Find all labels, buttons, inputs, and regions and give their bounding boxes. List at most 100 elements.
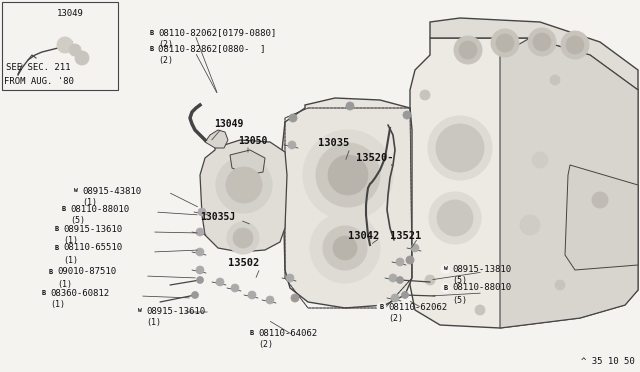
Circle shape [411, 244, 419, 252]
Circle shape [75, 51, 89, 65]
Text: 08110-88010: 08110-88010 [452, 283, 511, 292]
Circle shape [346, 102, 354, 110]
Circle shape [216, 157, 272, 213]
Text: 08110-62062: 08110-62062 [388, 302, 447, 311]
Text: 13521: 13521 [390, 231, 421, 241]
Polygon shape [500, 38, 638, 328]
Circle shape [196, 228, 204, 236]
Text: 13035J: 13035J [200, 212, 236, 222]
Circle shape [550, 75, 560, 85]
Text: 09010-87510: 09010-87510 [57, 267, 116, 276]
Text: 08915-13610: 08915-13610 [146, 307, 205, 315]
Text: ^ 35 10 50: ^ 35 10 50 [581, 357, 635, 366]
Text: 08915-43810: 08915-43810 [82, 186, 141, 196]
Circle shape [147, 45, 156, 54]
Text: 13049: 13049 [214, 119, 243, 129]
Circle shape [57, 37, 73, 53]
Polygon shape [205, 130, 228, 148]
Circle shape [406, 256, 414, 264]
Text: 08915-13810: 08915-13810 [452, 264, 511, 273]
Circle shape [436, 124, 484, 172]
Text: 13042: 13042 [348, 231, 380, 241]
Text: 13502: 13502 [228, 258, 259, 268]
Circle shape [231, 284, 239, 292]
Circle shape [389, 274, 397, 282]
Text: (1): (1) [57, 279, 72, 289]
Polygon shape [565, 165, 638, 270]
Circle shape [289, 114, 297, 122]
Polygon shape [200, 140, 287, 252]
Text: (5): (5) [452, 276, 467, 285]
Polygon shape [230, 150, 265, 175]
Circle shape [135, 307, 144, 315]
Circle shape [196, 248, 204, 256]
Text: W: W [138, 308, 141, 314]
Circle shape [396, 258, 404, 266]
Text: SEE SEC. 211: SEE SEC. 211 [6, 64, 70, 73]
Circle shape [52, 244, 61, 253]
Text: (1): (1) [146, 318, 161, 327]
Circle shape [288, 141, 296, 149]
Circle shape [303, 130, 393, 220]
Circle shape [39, 289, 48, 298]
Circle shape [216, 278, 224, 286]
Text: 08110-82862[0880-  ]: 08110-82862[0880- ] [158, 45, 266, 54]
Circle shape [475, 305, 485, 315]
Circle shape [397, 276, 403, 283]
Circle shape [69, 44, 81, 56]
Circle shape [198, 208, 206, 216]
Circle shape [496, 34, 514, 52]
Circle shape [532, 152, 548, 168]
Circle shape [441, 264, 450, 273]
Circle shape [248, 291, 256, 299]
FancyBboxPatch shape [2, 2, 118, 90]
Circle shape [310, 213, 380, 283]
Circle shape [316, 143, 380, 207]
Circle shape [46, 267, 55, 276]
Circle shape [233, 228, 253, 248]
Circle shape [286, 274, 294, 282]
Circle shape [528, 28, 556, 56]
Circle shape [459, 41, 477, 59]
Text: (1): (1) [63, 256, 78, 264]
Circle shape [425, 275, 435, 285]
Circle shape [520, 215, 540, 235]
Circle shape [71, 186, 80, 196]
Circle shape [147, 29, 156, 38]
Circle shape [592, 192, 608, 208]
Circle shape [420, 90, 430, 100]
Polygon shape [282, 98, 412, 308]
Circle shape [59, 205, 68, 214]
Text: B: B [54, 226, 59, 232]
Circle shape [561, 31, 589, 59]
Text: 13049: 13049 [56, 10, 83, 19]
Text: 08110-88010: 08110-88010 [70, 205, 129, 214]
Circle shape [401, 292, 408, 298]
Circle shape [566, 36, 584, 54]
Circle shape [555, 280, 565, 290]
Text: (5): (5) [70, 217, 85, 225]
Circle shape [196, 266, 204, 274]
Circle shape [441, 283, 450, 292]
Circle shape [196, 276, 204, 283]
Text: (2): (2) [158, 57, 173, 65]
Circle shape [191, 292, 198, 298]
Text: 13050: 13050 [238, 136, 268, 146]
Text: 08360-60812: 08360-60812 [50, 289, 109, 298]
Text: B: B [250, 330, 253, 336]
Circle shape [227, 222, 259, 254]
Circle shape [328, 155, 368, 195]
Text: (2): (2) [388, 314, 403, 324]
Text: B: B [444, 285, 447, 291]
Circle shape [491, 29, 519, 57]
Text: (2): (2) [258, 340, 273, 350]
Circle shape [533, 33, 551, 51]
Text: 13035: 13035 [318, 138, 349, 148]
Circle shape [323, 226, 367, 270]
Text: B: B [42, 290, 45, 296]
Text: 13520-: 13520- [356, 153, 394, 163]
Circle shape [429, 192, 481, 244]
Circle shape [428, 116, 492, 180]
Circle shape [52, 224, 61, 234]
Circle shape [403, 111, 411, 119]
